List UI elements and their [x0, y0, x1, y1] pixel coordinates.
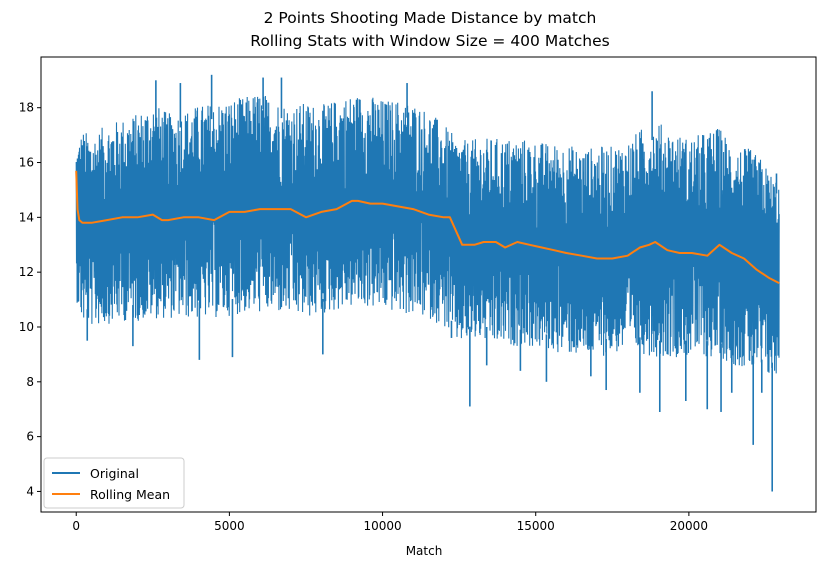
y-tick-label: 12 — [19, 265, 34, 279]
y-tick-label: 4 — [26, 484, 34, 498]
legend-original-label: Original — [90, 466, 139, 481]
y-axis: 4 6 8 10 12 14 16 18 — [19, 101, 41, 498]
x-tick-label: 5000 — [214, 519, 245, 533]
chart-subtitle: Rolling Stats with Window Size = 400 Mat… — [250, 32, 610, 50]
x-axis-label: Match — [406, 544, 443, 558]
y-tick-label: 18 — [19, 101, 34, 115]
y-tick-label: 14 — [19, 210, 34, 224]
x-tick-label: 0 — [72, 519, 80, 533]
y-tick-label: 10 — [19, 320, 34, 334]
y-tick-label: 16 — [19, 156, 34, 170]
x-tick-label: 20000 — [670, 519, 708, 533]
x-axis: 0 5000 10000 15000 20000 — [72, 512, 708, 533]
y-tick-label: 6 — [26, 430, 34, 444]
y-tick-label: 8 — [26, 375, 34, 389]
legend: Original Rolling Mean — [43, 457, 185, 509]
x-tick-label: 15000 — [517, 519, 555, 533]
plot-area — [75, 74, 780, 492]
x-tick-label: 10000 — [363, 519, 401, 533]
chart-title: 2 Points Shooting Made Distance by match — [264, 9, 597, 27]
legend-rolling-mean-label: Rolling Mean — [90, 487, 170, 502]
series-original-line — [75, 95, 780, 374]
axes-frame — [40, 56, 817, 513]
legend-box — [43, 457, 185, 509]
series-rolling-mean-line — [75, 170, 780, 284]
